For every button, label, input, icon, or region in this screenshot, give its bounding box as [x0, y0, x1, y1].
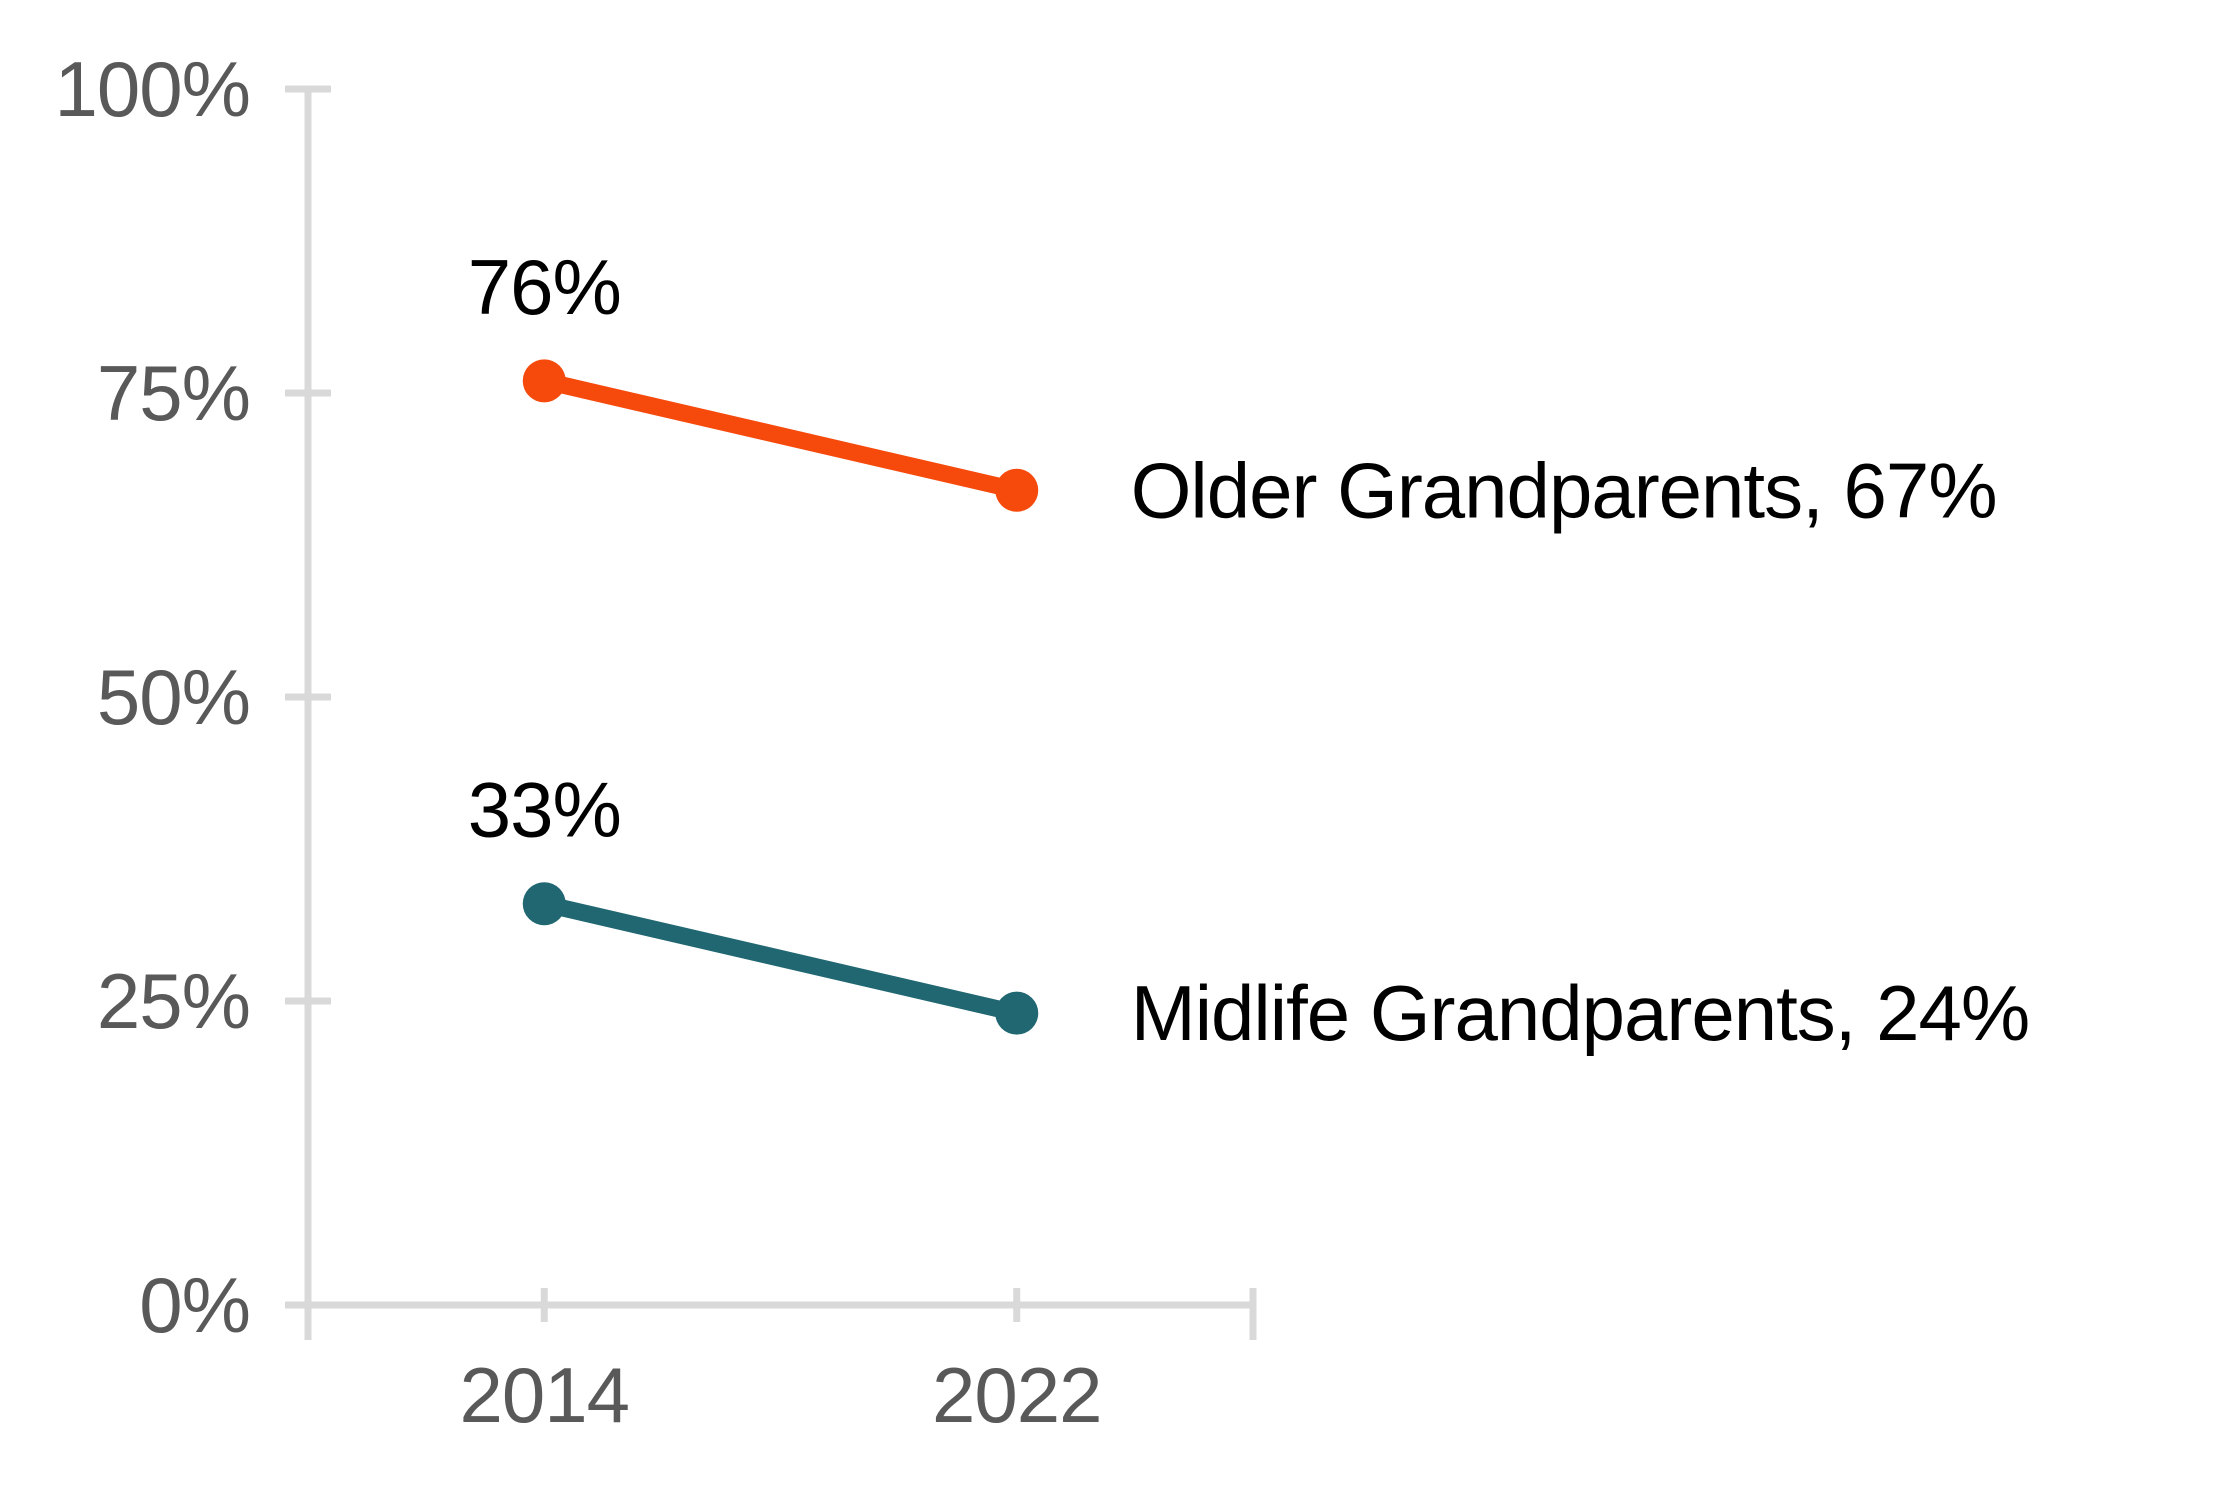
- point-label-older-grandparents: 76%: [468, 243, 621, 331]
- series-end-label-older-grandparents: Older Grandparents, 67%: [1131, 446, 1997, 534]
- x-axis-tick-label: 2022: [932, 1351, 1102, 1439]
- y-axis-tick-label: 25%: [97, 957, 250, 1045]
- point-label-midlife-grandparents: 33%: [468, 766, 621, 854]
- series-end-label-midlife-grandparents: Midlife Grandparents, 24%: [1131, 969, 2029, 1057]
- series-line-older-grandparents: [535, 372, 1026, 499]
- y-axis-tick-label: 50%: [97, 653, 250, 741]
- data-point-older-grandparents-2014: [522, 359, 566, 403]
- series-line-midlife-grandparents: [535, 895, 1026, 1022]
- data-point-midlife-grandparents-2022: [995, 991, 1039, 1035]
- data-point-older-grandparents-2022: [995, 468, 1039, 512]
- y-axis-tick-label: 0%: [139, 1261, 250, 1349]
- x-axis-tick-label: 2014: [459, 1351, 629, 1439]
- y-axis-tick-label: 75%: [97, 349, 250, 437]
- data-point-midlife-grandparents-2014: [522, 882, 566, 926]
- y-axis-tick-label: 100%: [55, 45, 251, 133]
